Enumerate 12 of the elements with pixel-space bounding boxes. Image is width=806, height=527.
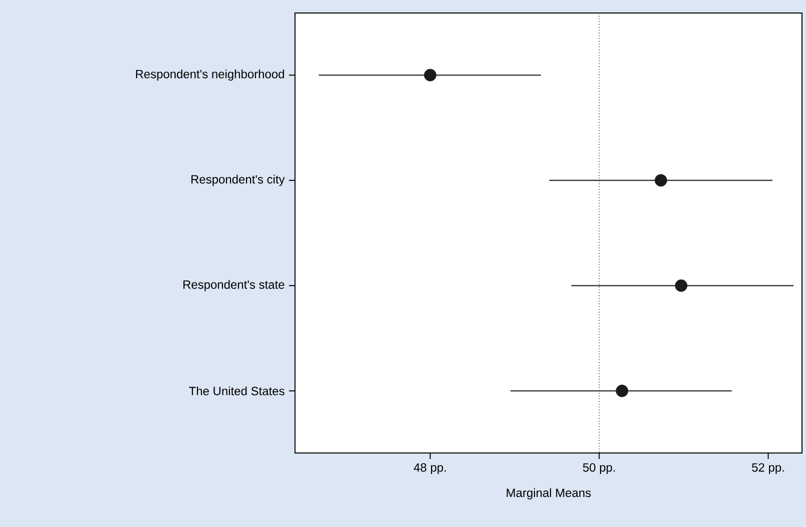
- x-tick-label: 50 pp.: [583, 463, 615, 474]
- y-tick-label: Respondent's state: [183, 280, 284, 292]
- y-tick-label: Respondent's neighborhood: [136, 69, 284, 81]
- point: [654, 174, 668, 187]
- y-tick-label: The United States: [189, 386, 284, 396]
- x-tick-label: 52 pp.: [752, 463, 784, 474]
- point: [424, 68, 436, 82]
- x-tick-label: 48 pp.: [414, 463, 446, 474]
- point: [674, 279, 688, 292]
- y-tick-label: Respondent's city: [191, 174, 285, 186]
- point: [616, 384, 628, 398]
- x-axis-title: Marginal Means: [506, 488, 591, 500]
